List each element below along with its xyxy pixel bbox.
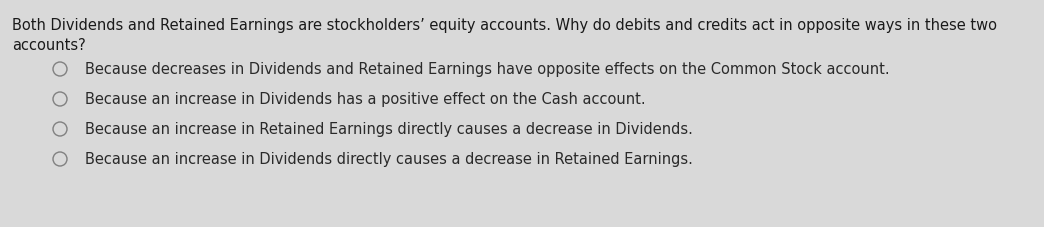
Text: Both Dividends and Retained Earnings are stockholders’ equity accounts. Why do d: Both Dividends and Retained Earnings are… — [11, 18, 997, 33]
Text: Because decreases in Dividends and Retained Earnings have opposite effects on th: Because decreases in Dividends and Retai… — [85, 62, 889, 77]
Text: Because an increase in Dividends has a positive effect on the Cash account.: Because an increase in Dividends has a p… — [85, 92, 645, 107]
Text: accounts?: accounts? — [11, 38, 86, 53]
Text: Because an increase in Retained Earnings directly causes a decrease in Dividends: Because an increase in Retained Earnings… — [85, 122, 693, 137]
Text: Because an increase in Dividends directly causes a decrease in Retained Earnings: Because an increase in Dividends directl… — [85, 152, 693, 167]
